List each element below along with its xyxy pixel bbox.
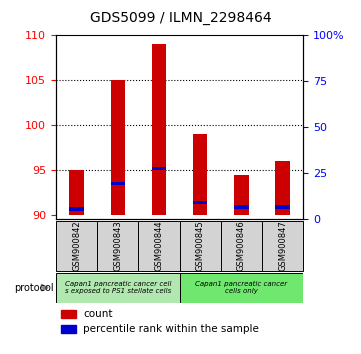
Bar — [110, 182, 125, 185]
Bar — [275, 205, 290, 209]
Text: GSM900847: GSM900847 — [278, 221, 287, 272]
Text: Capan1 pancreatic cancer
cells only: Capan1 pancreatic cancer cells only — [195, 281, 287, 294]
Text: GSM900843: GSM900843 — [113, 221, 122, 272]
Text: GSM900845: GSM900845 — [196, 221, 205, 272]
Bar — [61, 310, 76, 318]
Bar — [69, 207, 84, 211]
Bar — [193, 201, 208, 204]
Text: GSM900842: GSM900842 — [72, 221, 81, 272]
Bar — [234, 175, 249, 215]
Text: GSM900846: GSM900846 — [237, 221, 246, 272]
Bar — [152, 166, 166, 170]
Bar — [61, 325, 76, 333]
Bar — [193, 134, 208, 215]
Text: count: count — [83, 309, 113, 319]
Bar — [69, 170, 84, 215]
Text: Capan1 pancreatic cancer cell
s exposed to PS1 stellate cells: Capan1 pancreatic cancer cell s exposed … — [65, 281, 171, 294]
Bar — [110, 80, 125, 215]
Text: protocol: protocol — [14, 282, 54, 293]
Bar — [180, 273, 303, 303]
Text: percentile rank within the sample: percentile rank within the sample — [83, 324, 259, 334]
Bar — [275, 161, 290, 215]
Text: GDS5099 / ILMN_2298464: GDS5099 / ILMN_2298464 — [90, 11, 271, 25]
Bar — [152, 44, 166, 215]
Bar — [56, 273, 180, 303]
Bar — [234, 205, 249, 209]
Text: GSM900844: GSM900844 — [155, 221, 164, 272]
